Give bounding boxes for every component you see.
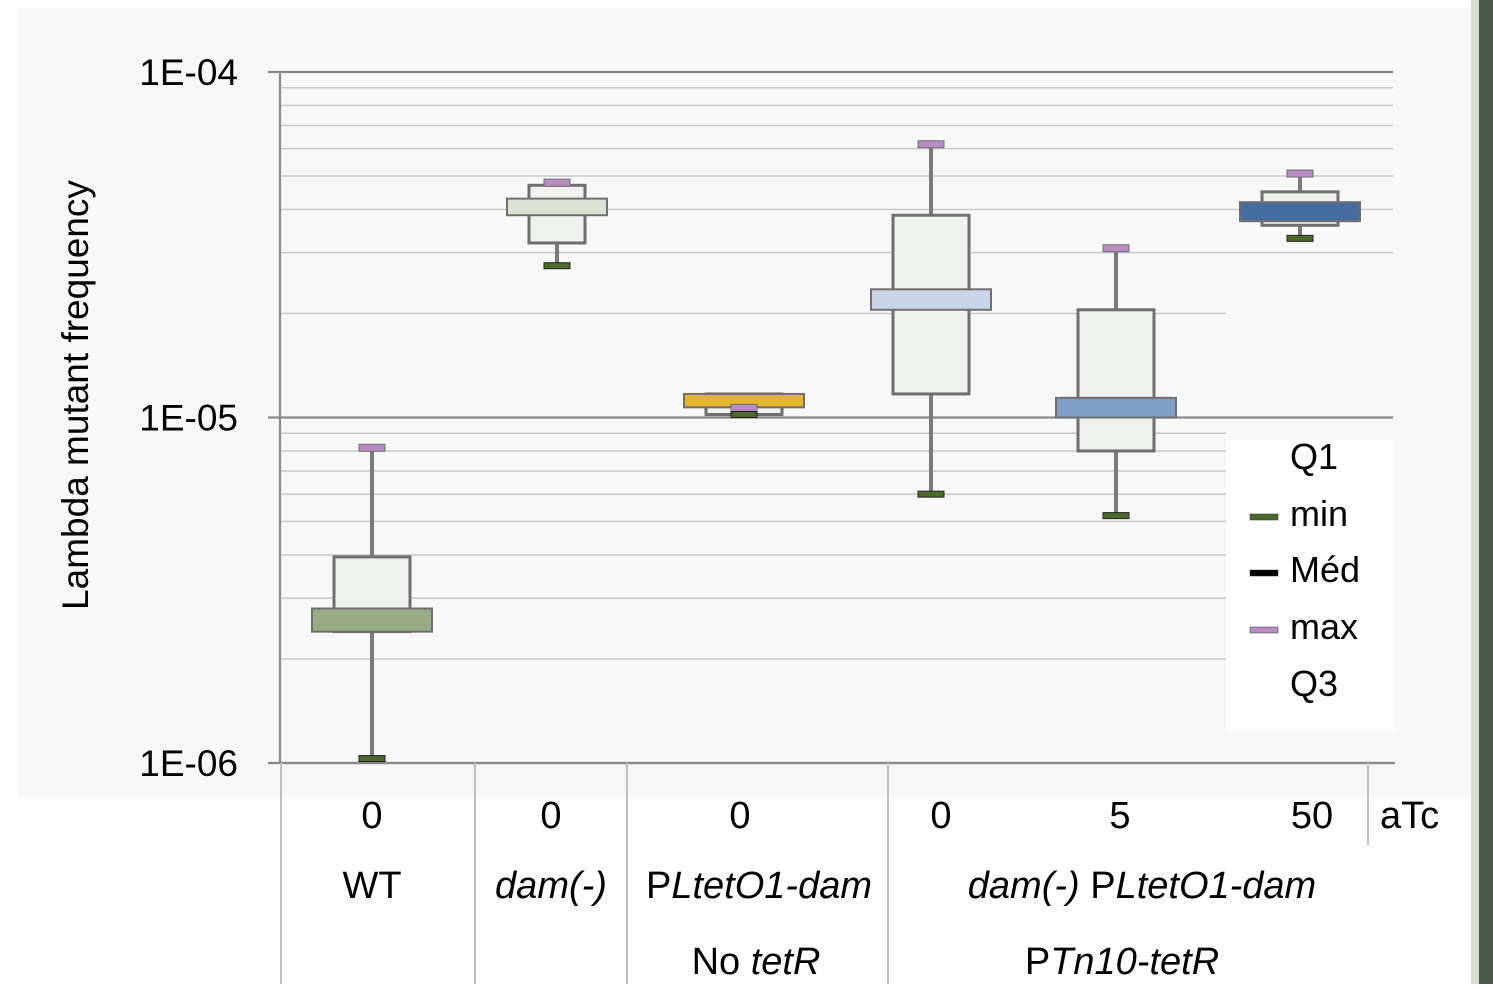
strain-label-dam: dam(-) bbox=[495, 865, 607, 907]
box-median-band bbox=[870, 288, 992, 311]
y-tick-label: 1E-04 bbox=[139, 52, 238, 93]
legend-swatch bbox=[1249, 626, 1279, 634]
no-tetr-label: No tetR bbox=[692, 941, 821, 983]
min-marker bbox=[543, 262, 571, 270]
legend-swatch bbox=[1249, 513, 1279, 521]
min-marker bbox=[730, 411, 758, 419]
min-marker bbox=[358, 755, 386, 763]
strain-label-wt: WT bbox=[342, 865, 401, 907]
min-marker bbox=[1102, 512, 1130, 520]
edge-strip bbox=[1471, 0, 1479, 984]
y-axis-title: Lambda mutant frequency bbox=[55, 180, 96, 610]
box-median-band bbox=[1055, 396, 1177, 419]
box-group bbox=[1055, 244, 1177, 520]
atc-value-label: 0 bbox=[361, 795, 382, 837]
atc-value-label: 50 bbox=[1291, 795, 1333, 837]
legend-swatch bbox=[1249, 569, 1279, 577]
y-axis-tick-labels: 1E-04 1E-05 1E-06 bbox=[139, 52, 238, 784]
box-median-band bbox=[1239, 201, 1361, 223]
box-group bbox=[1239, 169, 1361, 242]
box-body bbox=[1076, 308, 1156, 453]
legend-label: max bbox=[1290, 606, 1358, 647]
box-group bbox=[683, 392, 805, 419]
atc-value-label: 0 bbox=[540, 795, 561, 837]
legend-background bbox=[1226, 440, 1394, 730]
atc-value-label: 5 bbox=[1109, 795, 1130, 837]
box-median-band bbox=[311, 607, 433, 633]
max-marker bbox=[1102, 244, 1130, 253]
atc-value-label: 0 bbox=[729, 795, 750, 837]
edge-border bbox=[1479, 0, 1493, 984]
min-marker bbox=[1286, 234, 1314, 242]
strain-label-pltet: PLtetO1-dam bbox=[646, 865, 872, 907]
atc-value-label: 0 bbox=[930, 795, 951, 837]
boxes bbox=[311, 140, 1361, 763]
gridlines bbox=[268, 70, 1393, 765]
box-median-band bbox=[506, 197, 608, 217]
legend-label: min bbox=[1290, 493, 1348, 534]
box-group bbox=[311, 443, 433, 763]
max-marker bbox=[1286, 169, 1314, 178]
atc-row-label: aTc bbox=[1380, 795, 1439, 837]
max-marker bbox=[917, 140, 945, 149]
box-group bbox=[870, 140, 992, 498]
legend: Q1 min Méd max Q3 bbox=[1226, 436, 1394, 730]
max-marker bbox=[358, 443, 386, 452]
box-group bbox=[506, 178, 608, 270]
max-marker bbox=[543, 178, 571, 187]
axes bbox=[278, 72, 1395, 765]
legend-label: Q1 bbox=[1290, 436, 1338, 477]
ptn10-tetr-label: PTn10-tetR bbox=[1025, 941, 1219, 983]
y-tick-label: 1E-05 bbox=[139, 398, 238, 439]
y-tick-label: 1E-06 bbox=[139, 743, 238, 784]
legend-label: Q3 bbox=[1290, 663, 1338, 704]
min-marker bbox=[917, 490, 945, 498]
x-axis-category-table: 0 0 0 0 5 50 aTc WT dam(-) PLtetO1-dam dam(-) PLte… bbox=[280, 763, 1439, 984]
max-marker bbox=[730, 403, 758, 412]
legend-label: Méd bbox=[1290, 549, 1360, 590]
strain-label-combo: dam(-) PLtetO1-dam bbox=[968, 865, 1316, 907]
